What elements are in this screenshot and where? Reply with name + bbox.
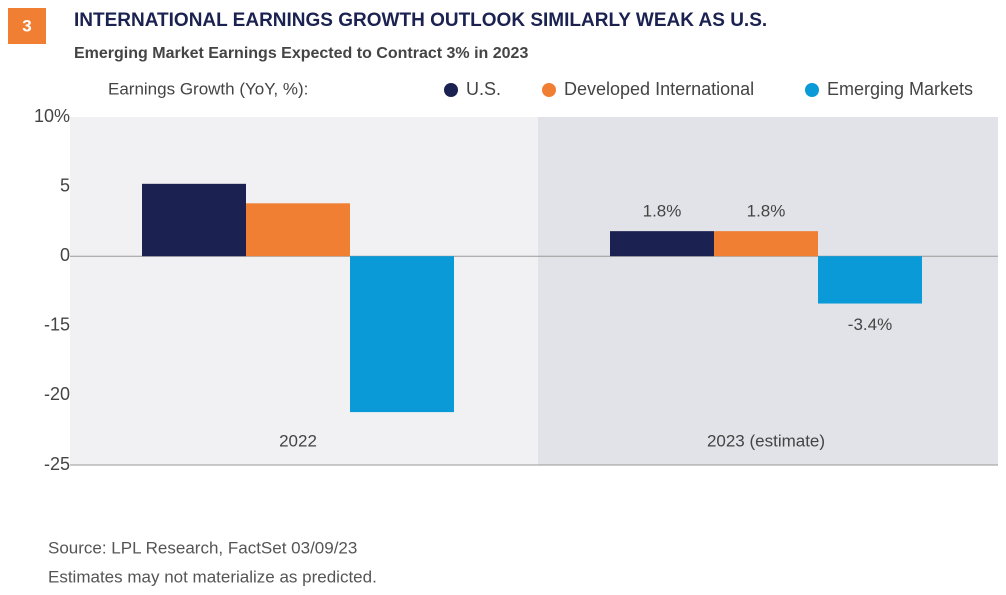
bar [142, 183, 246, 257]
figure-number: 3 [22, 16, 31, 35]
y-tick-label: -20 [44, 384, 70, 404]
x-tick-label: 2023 (estimate) [707, 431, 825, 450]
panel-background [70, 117, 538, 465]
chart-subtitle: Emerging Market Earnings Expected to Con… [74, 45, 528, 62]
value-label: 1.8% [643, 202, 682, 221]
legend-label: Emerging Markets [827, 79, 973, 99]
legend-swatch [542, 83, 556, 97]
y-tick-label: 0 [60, 245, 70, 265]
source-note: Source: LPL Research, FactSet 03/09/23 [48, 538, 357, 557]
value-label: -3.4% [848, 315, 892, 334]
x-tick-label: 2022 [279, 431, 317, 450]
legend-swatch [805, 83, 819, 97]
value-label: 1.8% [747, 202, 786, 221]
bar [714, 231, 818, 257]
bar [350, 256, 454, 413]
bar [610, 231, 714, 257]
legend-title: Earnings Growth (YoY, %): [108, 79, 308, 98]
legend-label: U.S. [466, 79, 501, 99]
panel-background [538, 117, 998, 465]
chart-title: INTERNATIONAL EARNINGS GROWTH OUTLOOK SI… [74, 10, 767, 31]
footnote: Estimates may not materialize as predict… [48, 567, 377, 586]
bar [818, 256, 922, 304]
y-tick-label: 5 [60, 175, 70, 195]
legend-swatch [444, 83, 458, 97]
y-tick-label: -15 [44, 315, 70, 335]
y-tick-label: 10% [34, 106, 70, 126]
y-tick-label: -25 [44, 454, 70, 474]
bar [246, 203, 350, 257]
legend-label: Developed International [564, 79, 754, 99]
figure-badge [8, 8, 46, 44]
